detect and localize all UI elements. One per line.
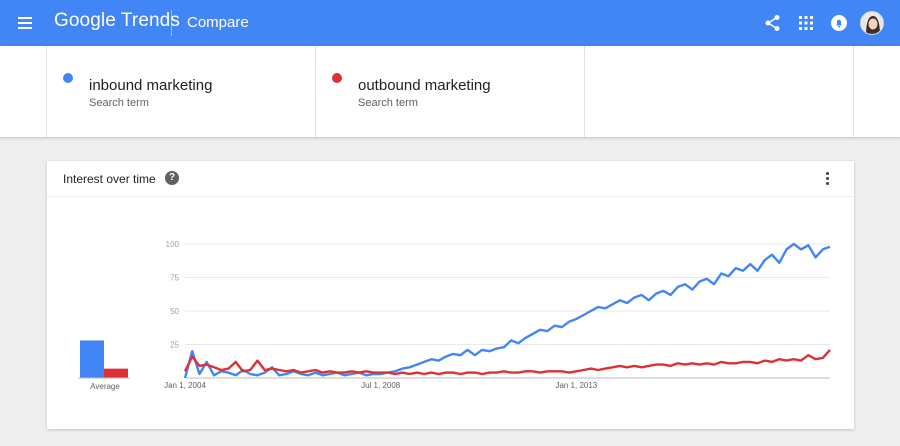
y-tick-label: 50: [170, 307, 179, 316]
interest-over-time-card: Interest over time ? 25 50 75 100 Jan 1, 200…: [47, 161, 854, 429]
y-tick-label: 75: [170, 274, 179, 283]
series-line-inbound: [183, 242, 831, 379]
series-color-dot: [63, 73, 73, 83]
add-comparison-card[interactable]: [584, 46, 854, 137]
series-color-dot: [332, 73, 342, 83]
y-tick-label: 25: [170, 341, 179, 350]
interest-chart[interactable]: 25 50 75 100 Jan 1, 2004 Jul 1, 2008 Jan 1, 20…: [47, 197, 854, 429]
search-term-type: Search term: [89, 97, 149, 109]
average-bar-outbound: [104, 368, 128, 378]
search-term-card-outbound[interactable]: outbound marketing Search term: [315, 46, 584, 137]
x-tick-label: Jan 1, 2004: [164, 381, 206, 390]
average-label: Average: [90, 382, 120, 391]
x-tick-label: Jan 1, 2013: [555, 381, 597, 390]
card-header: Interest over time ?: [47, 161, 854, 197]
search-term-name[interactable]: inbound marketing: [89, 77, 213, 94]
search-term-card-inbound[interactable]: inbound marketing Search term: [46, 46, 315, 137]
average-bar-inbound: [80, 340, 104, 378]
share-icon[interactable]: [763, 13, 783, 33]
y-tick-label: 100: [166, 240, 180, 249]
search-term-type: Search term: [358, 97, 418, 109]
x-tick-label: Jul 1, 2008: [361, 381, 401, 390]
card-title: Interest over time: [63, 172, 156, 186]
question-icon[interactable]: ?: [165, 171, 179, 185]
search-terms-panel: inbound marketing Search term outbound m…: [0, 46, 900, 137]
header-divider: [171, 10, 172, 36]
menu-icon[interactable]: [16, 13, 36, 33]
search-term-name[interactable]: outbound marketing: [358, 77, 491, 94]
top-app-bar: Google Trends Compare: [0, 0, 900, 46]
apps-icon[interactable]: [796, 13, 816, 33]
more-vert-icon[interactable]: [823, 171, 831, 187]
google-trends-logo[interactable]: Google Trends: [54, 10, 180, 31]
series-line-outbound: [183, 349, 831, 376]
avatar[interactable]: [860, 11, 884, 35]
notifications-icon[interactable]: [829, 13, 849, 33]
page-title: Compare: [187, 14, 249, 31]
